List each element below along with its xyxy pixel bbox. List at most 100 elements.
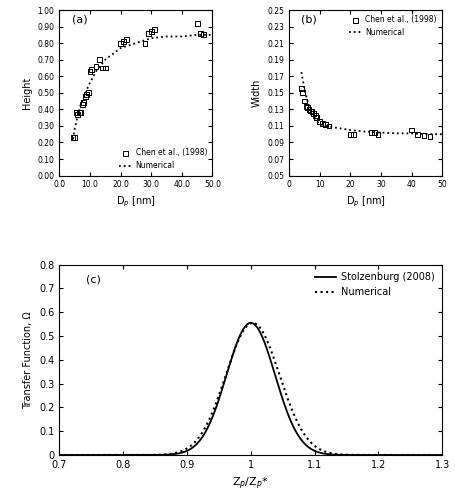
Numerical (87, 80, 92, 86)
Numerical (80, 452, 86, 458)
Y-axis label: Height: Height (22, 76, 32, 109)
Chen et al., (1998) (69, 134, 76, 141)
Stolzenburg (2008) (289, 422, 294, 428)
Line: Numerical: Numerical (73, 35, 212, 139)
Chen et al., (1998) (101, 64, 109, 72)
Chen et al., (1998) (80, 98, 87, 106)
X-axis label: D$_p$ [nm]: D$_p$ [nm] (345, 195, 385, 210)
Numerical (81, 95, 86, 101)
Chen et al., (1998) (367, 128, 374, 136)
Numerical (310, 113, 316, 119)
Numerical (300, 430, 306, 436)
Stolzenburg (2008) (80, 452, 86, 458)
Y-axis label: Width: Width (251, 78, 261, 107)
Line: Stolzenburg (2008): Stolzenburg (2008) (59, 323, 441, 455)
Chen et al., (1998) (193, 19, 200, 27)
Chen et al., (1998) (300, 97, 308, 105)
Chen et al., (1998) (315, 118, 323, 126)
Stolzenburg (2008) (247, 320, 253, 326)
Numerical (78, 102, 83, 107)
Line: Numerical: Numerical (301, 72, 441, 134)
Numerical (163, 34, 169, 40)
Numerical (423, 131, 429, 137)
Text: (a): (a) (71, 15, 87, 25)
Chen et al., (1998) (78, 100, 86, 108)
Numerical (332, 124, 337, 130)
Numerical (301, 86, 307, 91)
Numerical (179, 34, 184, 40)
Chen et al., (1998) (116, 39, 124, 47)
Chen et al., (1998) (141, 39, 148, 47)
Chen et al., (1998) (311, 111, 318, 119)
Chen et al., (1998) (324, 122, 332, 130)
Numerical (378, 130, 383, 136)
Numerical (386, 452, 391, 458)
Numerical (313, 118, 318, 124)
Chen et al., (1998) (74, 110, 81, 118)
Numerical (75, 113, 80, 119)
Chen et al., (1998) (309, 110, 317, 118)
Numerical (70, 136, 76, 142)
Stolzenburg (2008) (386, 452, 391, 458)
Chen et al., (1998) (298, 89, 306, 97)
Chen et al., (1998) (77, 108, 84, 116)
Numerical (347, 452, 352, 458)
Numerical (194, 32, 199, 38)
Chen et al., (1998) (95, 56, 102, 64)
Chen et al., (1998) (370, 128, 378, 136)
Chen et al., (1998) (86, 68, 93, 76)
Chen et al., (1998) (318, 120, 326, 128)
Chen et al., (1998) (297, 84, 304, 92)
Chen et al., (1998) (312, 114, 319, 122)
Text: (b): (b) (301, 15, 316, 25)
Stolzenburg (2008) (439, 452, 444, 458)
Legend: Chen et al., (1998), Numerical: Chen et al., (1998), Numerical (117, 147, 208, 172)
Numerical (362, 128, 368, 134)
Chen et al., (1998) (85, 89, 92, 97)
Numerical (56, 452, 62, 458)
Chen et al., (1998) (81, 92, 89, 100)
Numerical (316, 122, 322, 128)
Numerical (289, 408, 294, 414)
Numerical (323, 123, 328, 129)
Line: Numerical: Numerical (59, 323, 441, 455)
Chen et al., (1998) (420, 132, 427, 140)
Chen et al., (1998) (88, 66, 95, 74)
Chen et al., (1998) (98, 64, 106, 72)
Chen et al., (1998) (144, 29, 152, 37)
Stolzenburg (2008) (279, 395, 284, 401)
Numerical (439, 452, 444, 458)
Chen et al., (1998) (322, 120, 329, 128)
Chen et al., (1998) (346, 130, 353, 138)
Numerical (393, 130, 398, 136)
Chen et al., (1998) (120, 38, 127, 46)
Numerical (148, 35, 154, 41)
Chen et al., (1998) (76, 108, 83, 116)
Numerical (439, 131, 444, 137)
Numerical (347, 127, 352, 133)
X-axis label: Z$_p$/Z$_p$*: Z$_p$/Z$_p$* (232, 476, 269, 492)
Y-axis label: Transfer Function, Ω: Transfer Function, Ω (24, 311, 33, 408)
Numerical (102, 56, 108, 62)
Chen et al., (1998) (92, 62, 100, 70)
Legend: Stolzenburg (2008), Numerical: Stolzenburg (2008), Numerical (311, 270, 436, 300)
Numerical (304, 98, 309, 104)
Numerical (93, 68, 99, 74)
Numerical (72, 126, 77, 132)
Chen et al., (1998) (413, 130, 420, 138)
Stolzenburg (2008) (300, 440, 306, 446)
Chen et al., (1998) (407, 126, 415, 134)
Numerical (133, 40, 138, 46)
Chen et al., (1998) (302, 103, 309, 111)
Chen et al., (1998) (123, 36, 130, 44)
Numerical (298, 69, 303, 75)
Numerical (408, 130, 414, 136)
Chen et al., (1998) (374, 130, 381, 138)
Legend: Chen et al., (1998), Numerical: Chen et al., (1998), Numerical (346, 14, 438, 38)
Chen et al., (1998) (147, 28, 155, 36)
Chen et al., (1998) (349, 130, 356, 138)
Stolzenburg (2008) (347, 452, 352, 458)
Numerical (307, 106, 313, 112)
Stolzenburg (2008) (56, 452, 62, 458)
Chen et al., (1998) (425, 132, 433, 140)
